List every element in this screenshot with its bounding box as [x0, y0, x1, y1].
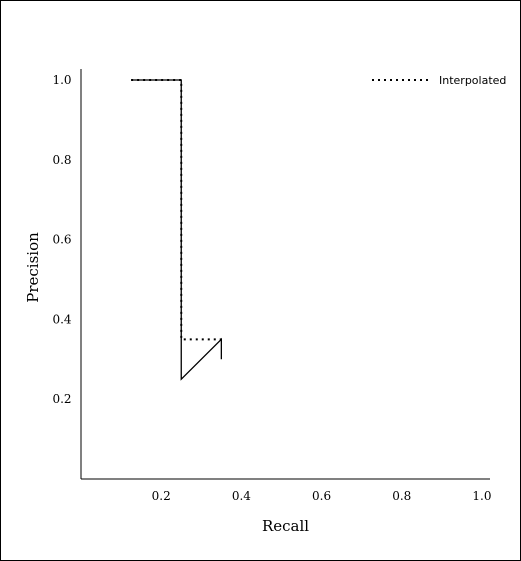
legend: Interpolated	[372, 74, 506, 87]
series-line-interpolated	[131, 78, 222, 341]
series-layer	[131, 78, 222, 381]
y-tick-label: 0.6	[52, 233, 71, 247]
y-axis-title: Precision	[24, 232, 42, 303]
series-line-precision-recall	[131, 79, 222, 381]
x-tick-label: 1.0	[472, 489, 491, 503]
x-axis-title: Recall	[262, 517, 309, 535]
legend-label-interpolated: Interpolated	[439, 74, 506, 87]
y-tick-label: 0.4	[52, 312, 71, 326]
y-tick-label: 0.8	[52, 153, 71, 167]
y-tick-label: 0.2	[52, 392, 71, 406]
x-tick-label: 0.8	[392, 489, 411, 503]
axes	[80, 69, 490, 480]
tick-labels: 0.2 0.4 0.6 0.8 1.0 0.2 0.4 0.6 0.8 1.0	[52, 73, 491, 503]
y-tick-label: 1.0	[52, 73, 71, 87]
x-tick-label: 0.4	[232, 489, 251, 503]
x-tick-label: 0.6	[312, 489, 331, 503]
x-tick-label: 0.2	[152, 489, 171, 503]
